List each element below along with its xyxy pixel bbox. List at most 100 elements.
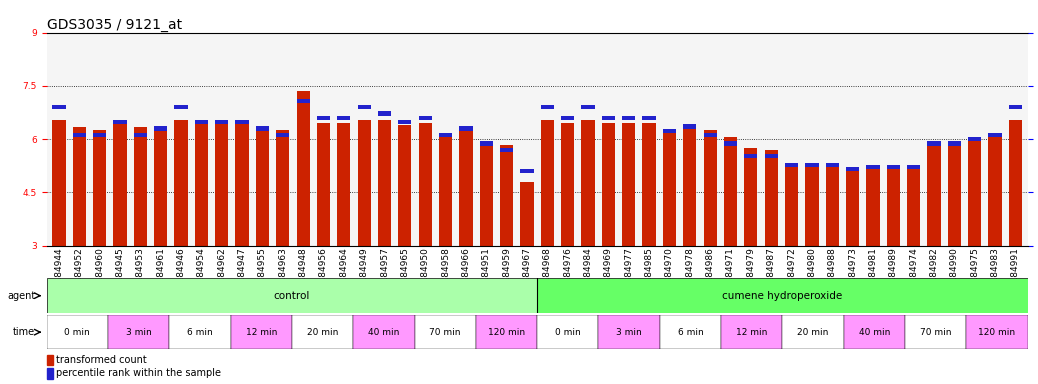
Text: control: control [274,291,310,301]
Bar [439,134,453,246]
Bar [378,111,391,116]
FancyBboxPatch shape [905,315,966,349]
FancyBboxPatch shape [966,315,1028,349]
Text: agent: agent [7,291,35,301]
Bar [73,133,86,137]
Text: 3 min: 3 min [126,328,152,337]
Bar [174,120,188,246]
Text: transformed count: transformed count [56,355,146,365]
Bar [460,126,472,131]
Bar [805,163,819,167]
Bar [907,165,921,169]
FancyBboxPatch shape [414,315,475,349]
Bar [378,120,391,246]
Bar [541,105,554,109]
Text: 12 min: 12 min [246,328,277,337]
FancyBboxPatch shape [721,315,783,349]
Bar [785,164,798,246]
Bar [765,150,777,246]
Bar [846,167,859,171]
Text: 20 min: 20 min [307,328,338,337]
Bar [846,168,859,246]
Bar [500,144,513,246]
Bar [317,116,330,120]
FancyBboxPatch shape [230,315,292,349]
Bar [113,120,127,124]
Bar [47,355,53,366]
Bar [886,165,900,169]
Bar [663,129,676,133]
Bar [704,133,717,137]
FancyBboxPatch shape [844,315,905,349]
Bar [93,130,106,246]
Text: 6 min: 6 min [187,328,213,337]
Bar [723,137,737,246]
Bar [1009,105,1022,109]
Bar [581,105,595,109]
Bar [357,120,371,246]
Bar [948,141,961,146]
Bar [541,120,554,246]
FancyBboxPatch shape [47,278,537,313]
FancyBboxPatch shape [353,315,414,349]
Bar [785,163,798,167]
Bar [968,137,981,141]
Bar [399,125,411,246]
Text: 120 min: 120 min [979,328,1015,337]
FancyBboxPatch shape [292,315,353,349]
FancyBboxPatch shape [475,315,537,349]
FancyBboxPatch shape [537,278,1028,313]
Text: 20 min: 20 min [797,328,828,337]
Bar [907,168,921,246]
Bar [297,99,309,103]
Bar [562,116,574,120]
FancyBboxPatch shape [47,315,108,349]
Text: cumene hydroperoxide: cumene hydroperoxide [722,291,843,301]
Bar [418,123,432,246]
Bar [154,127,167,246]
Bar [480,141,493,246]
Bar [683,127,696,246]
Bar [52,120,65,246]
Bar [236,120,249,124]
Bar [886,168,900,246]
Bar [215,120,228,124]
Bar [297,91,309,246]
Bar [93,133,106,137]
Text: percentile rank within the sample: percentile rank within the sample [56,368,221,379]
Bar [134,127,147,246]
FancyBboxPatch shape [599,315,660,349]
Bar [236,123,249,246]
Bar [581,120,595,246]
Bar [439,133,453,137]
Bar [195,123,208,246]
Text: 70 min: 70 min [430,328,461,337]
Bar [744,148,758,246]
Bar [744,154,758,158]
Bar [52,105,65,109]
Bar [867,166,879,246]
Bar [1009,120,1022,246]
Bar [602,116,614,120]
Text: 12 min: 12 min [736,328,767,337]
Bar [317,123,330,246]
Bar [174,105,188,109]
Bar [134,133,147,137]
Bar [460,130,472,246]
Bar [643,123,656,246]
Bar [418,116,432,120]
Text: 3 min: 3 min [617,328,641,337]
FancyBboxPatch shape [660,315,721,349]
Bar [765,154,777,158]
Bar [562,123,574,246]
Bar [968,137,981,246]
Bar [255,130,269,246]
Bar [683,124,696,129]
Bar [825,164,839,246]
Bar [255,126,269,131]
Bar [47,368,53,379]
Bar [927,141,940,146]
Bar [927,141,940,246]
Bar [113,123,127,246]
Text: 70 min: 70 min [920,328,952,337]
